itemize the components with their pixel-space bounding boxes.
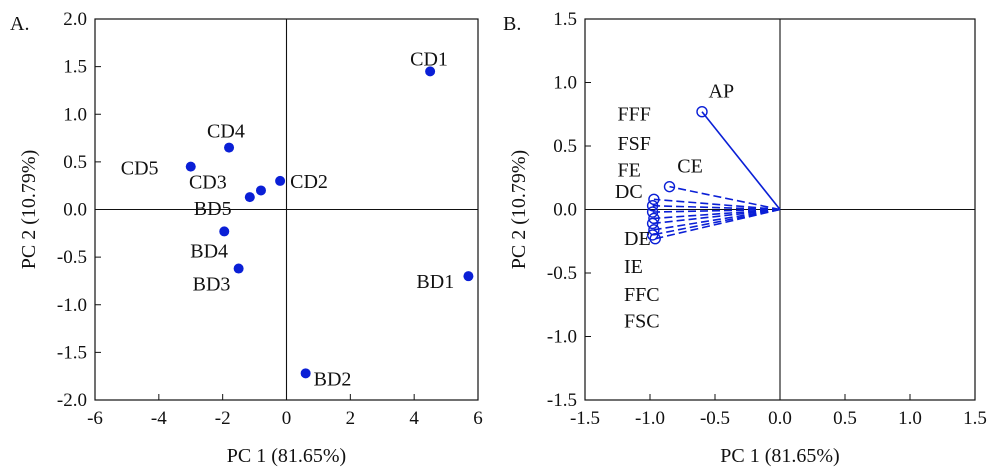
x-axis-title: PC 1 (81.65%) [720,445,839,467]
x-tick-label: 1.5 [963,408,987,429]
y-tick-label: 0.0 [63,200,87,221]
loading-vector [653,208,781,231]
x-tick-label: -6 [87,408,103,429]
point-label: BD1 [416,271,454,293]
loading-point [646,199,659,212]
loading-point [646,206,659,218]
variable-label: DE [624,228,651,250]
data-point [244,192,255,203]
y-tick-label: -1.5 [57,342,87,363]
loading-vector [669,185,781,211]
loading-vector [655,208,781,240]
y-tick-label: -1.0 [547,327,577,348]
variable-label: IE [624,256,643,278]
y-tick-label: 0.0 [553,200,577,221]
variable-label: FFC [624,284,660,306]
point-label: BD5 [194,198,232,220]
point-label: CD5 [121,158,159,180]
data-point [463,271,474,282]
data-point [275,175,286,186]
panel-label: B. [503,13,521,35]
y-tick-label: -1.5 [547,390,577,411]
point-label: BD2 [314,368,352,390]
data-point [185,161,196,172]
loading-vector [652,208,781,236]
loading-point [646,217,659,230]
x-tick-label: 1.0 [898,408,922,429]
variable-label: FE [618,159,641,181]
variable-label: DC [615,181,643,203]
loading-point [696,106,708,118]
loading-point [648,224,660,236]
point-label: CD4 [207,121,245,143]
data-point [219,226,230,237]
loading-point [649,233,661,245]
data-point [233,263,244,274]
loading-vector [652,208,781,213]
variable-label: CE [677,156,703,178]
y-axis-title: PC 2 (10.79%) [508,150,530,269]
x-tick-label: 4 [409,408,419,429]
point-label: BD3 [193,274,231,296]
y-axis-title: PC 2 (10.79%) [18,150,40,269]
loading-point [648,193,660,206]
loading-vector [652,208,781,225]
x-tick-label: -1.0 [635,408,665,429]
x-tick-label: -1.5 [570,408,600,429]
point-label: CD2 [290,171,328,193]
y-tick-label: 1.0 [553,73,577,94]
loading-point [663,180,676,193]
x-tick-label: 0.0 [768,408,792,429]
y-tick-label: -0.5 [57,247,87,268]
data-point [255,185,266,196]
y-tick-label: -0.5 [547,263,577,284]
x-tick-label: 2 [346,408,356,429]
point-label: BD4 [190,240,228,262]
y-tick-label: 1.0 [63,104,87,125]
x-tick-label: -2 [215,408,231,429]
x-axis-title: PC 1 (81.65%) [227,445,346,467]
data-point [425,66,436,77]
variable-label: AP [709,81,735,103]
x-tick-label: 0 [282,408,292,429]
y-tick-label: -1.0 [57,295,87,316]
point-label: CD3 [189,171,227,193]
loading-vector [701,111,781,210]
y-tick-label: 0.5 [553,136,577,157]
y-tick-label: 2.0 [63,9,87,30]
variable-label: FFF [618,104,651,126]
y-tick-label: 0.5 [63,152,87,173]
point-label: CD1 [410,48,448,70]
panel-label: A. [10,13,29,35]
y-tick-label: 1.5 [553,9,577,30]
x-tick-label: 6 [473,408,483,429]
loading-vector [653,208,781,220]
x-tick-label: -4 [151,408,167,429]
variable-label: FSF [618,133,651,155]
x-tick-label: -0.5 [700,408,730,429]
loading-vector [653,198,781,211]
data-point [300,368,311,379]
y-tick-label: 1.5 [63,57,87,78]
y-tick-label: -2.0 [57,390,87,411]
x-tick-label: 0.5 [833,408,857,429]
data-point [224,142,235,153]
loading-vector [652,204,781,211]
variable-label: FSC [624,311,660,333]
